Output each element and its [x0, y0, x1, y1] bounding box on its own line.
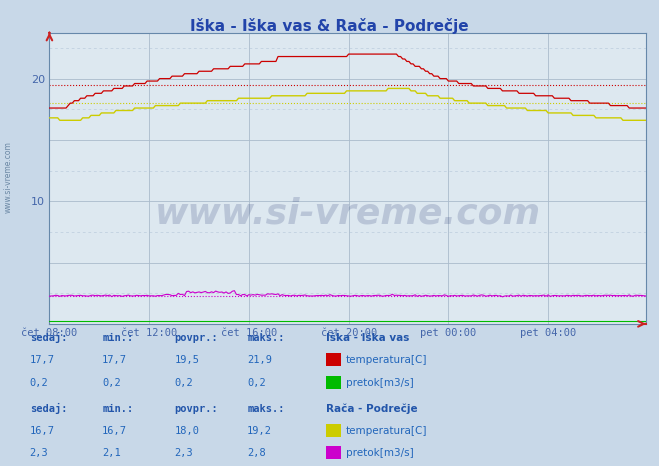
- Text: maks.:: maks.:: [247, 333, 285, 343]
- Text: 2,1: 2,1: [102, 448, 121, 458]
- Text: 16,7: 16,7: [102, 426, 127, 436]
- Text: sedaj:: sedaj:: [30, 403, 67, 413]
- Text: 17,7: 17,7: [102, 356, 127, 365]
- Text: 21,9: 21,9: [247, 356, 272, 365]
- Text: 19,2: 19,2: [247, 426, 272, 436]
- Text: 0,2: 0,2: [175, 378, 193, 388]
- Text: pretok[m3/s]: pretok[m3/s]: [346, 448, 414, 458]
- Text: maks.:: maks.:: [247, 404, 285, 413]
- Text: 19,5: 19,5: [175, 356, 200, 365]
- Text: 0,2: 0,2: [102, 378, 121, 388]
- Text: 16,7: 16,7: [30, 426, 55, 436]
- Text: temperatura[C]: temperatura[C]: [346, 426, 428, 436]
- Text: min.:: min.:: [102, 333, 133, 343]
- Text: 0,2: 0,2: [30, 378, 48, 388]
- Text: www.si-vreme.com: www.si-vreme.com: [3, 141, 13, 213]
- Text: 17,7: 17,7: [30, 356, 55, 365]
- Text: sedaj:: sedaj:: [30, 332, 67, 343]
- Text: min.:: min.:: [102, 404, 133, 413]
- Text: Iška - Iška vas & Rača - Podrečje: Iška - Iška vas & Rača - Podrečje: [190, 18, 469, 34]
- Text: www.si-vreme.com: www.si-vreme.com: [155, 196, 540, 230]
- Text: pretok[m3/s]: pretok[m3/s]: [346, 378, 414, 388]
- Text: Rača - Podrečje: Rača - Podrečje: [326, 403, 418, 413]
- Text: Iška - Iška vas: Iška - Iška vas: [326, 333, 410, 343]
- Text: 2,8: 2,8: [247, 448, 266, 458]
- Text: povpr.:: povpr.:: [175, 333, 218, 343]
- Text: 18,0: 18,0: [175, 426, 200, 436]
- Text: temperatura[C]: temperatura[C]: [346, 356, 428, 365]
- Text: 0,2: 0,2: [247, 378, 266, 388]
- Text: 2,3: 2,3: [30, 448, 48, 458]
- Text: 2,3: 2,3: [175, 448, 193, 458]
- Text: povpr.:: povpr.:: [175, 404, 218, 413]
